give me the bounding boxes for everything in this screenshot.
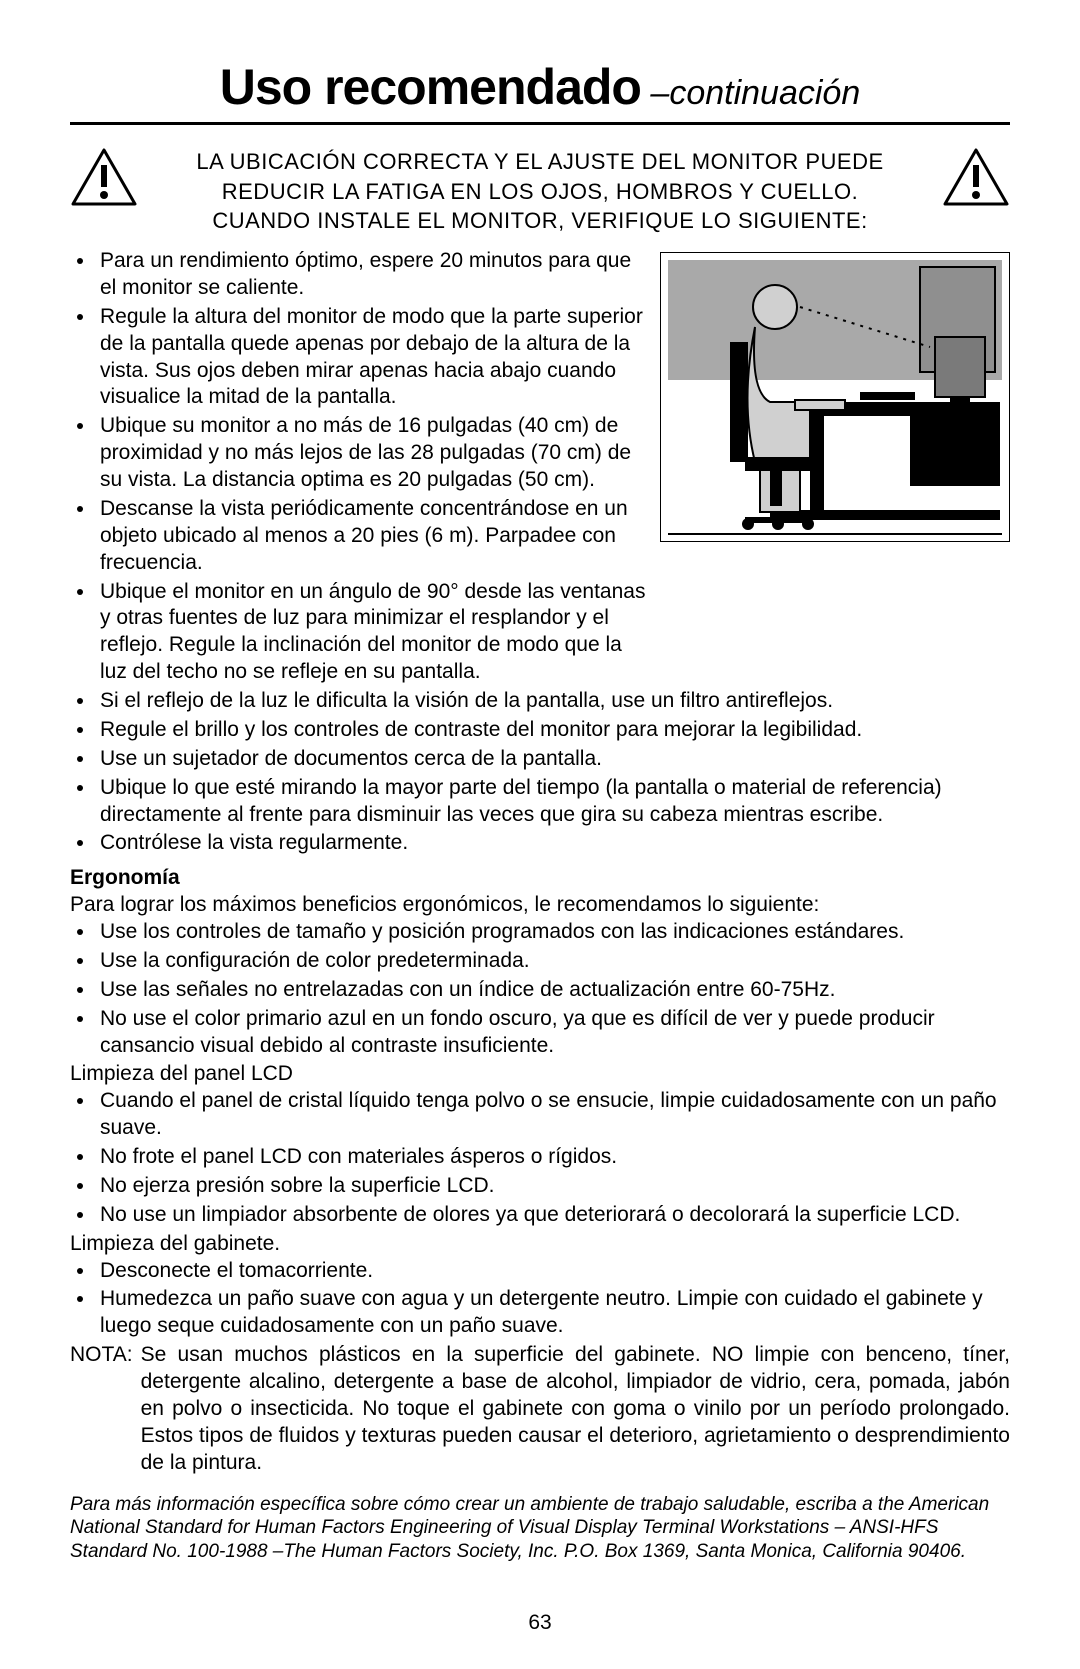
warning-line2: REDUCIR LA FATIGA EN LOS OJOS, HOMBROS Y…	[222, 179, 859, 204]
ergonomics-figure	[660, 252, 1010, 550]
list-item: Ubique lo que esté mirando la mayor part…	[96, 775, 1010, 829]
list-item: No use un limpiador absorbente de olores…	[96, 1202, 1010, 1229]
list-item: Cuando el panel de cristal líquido tenga…	[96, 1088, 1010, 1142]
ergonomia-heading: Ergonomía	[70, 865, 1010, 892]
warning-line3: CUANDO INSTALE EL MONITOR, VERIFIQUE LO …	[212, 208, 867, 233]
lcd-clean-heading: Limpieza del panel LCD	[70, 1061, 1010, 1088]
page-number: 63	[0, 1611, 1080, 1635]
warning-triangle-icon	[70, 147, 138, 212]
list-item: Si el reflejo de la luz le dificulta la …	[96, 688, 1010, 715]
title-main: Uso recomendado	[220, 59, 641, 115]
list-item: Use la configuración de color predetermi…	[96, 948, 1010, 975]
ergonomia-bullets: Use los controles de tamaño y posición p…	[96, 919, 1010, 1059]
list-item: No use el color primario azul en un fond…	[96, 1006, 1010, 1060]
list-item: No ejerza presión sobre la superficie LC…	[96, 1173, 1010, 1200]
list-item: Use las señales no entrelazadas con un í…	[96, 977, 1010, 1004]
ergonomia-intro: Para lograr los máximos beneficios ergon…	[70, 892, 1010, 919]
list-item: No frote el panel LCD con materiales ásp…	[96, 1144, 1010, 1171]
lcd-clean-bullets: Cuando el panel de cristal líquido tenga…	[96, 1088, 1010, 1228]
note-body: Se usan muchos plásticos en la superfici…	[141, 1342, 1010, 1476]
warning-text: LA UBICACIÓN CORRECTA Y EL AJUSTE DEL MO…	[156, 147, 924, 236]
footnote: Para más información específica sobre có…	[70, 1493, 1010, 1564]
list-item: Use un sujetador de documentos cerca de …	[96, 746, 1010, 773]
list-item: Regule el brillo y los controles de cont…	[96, 717, 1010, 744]
list-item: Ubique el monitor en un ángulo de 90° de…	[96, 579, 1010, 687]
list-item: Desconecte el tomacorriente.	[96, 1258, 1010, 1285]
warning-row: LA UBICACIÓN CORRECTA Y EL AJUSTE DEL MO…	[70, 147, 1010, 236]
cabinet-clean-bullets: Desconecte el tomacorriente. Humedezca u…	[96, 1258, 1010, 1341]
note-block: NOTA: Se usan muchos plásticos en la sup…	[70, 1342, 1010, 1476]
warning-triangle-icon	[942, 147, 1010, 212]
list-item: Use los controles de tamaño y posición p…	[96, 919, 1010, 946]
title-continuation: –continuación	[641, 74, 860, 112]
cabinet-clean-heading: Limpieza del gabinete.	[70, 1231, 1010, 1258]
list-item: Contrólese la vista regularmente.	[96, 830, 1010, 857]
warning-line1: LA UBICACIÓN CORRECTA Y EL AJUSTE DEL MO…	[196, 149, 883, 174]
page-title-block: Uso recomendado –continuación	[70, 58, 1010, 125]
note-label: NOTA:	[70, 1342, 133, 1476]
body-content: Para un rendimiento óptimo, espere 20 mi…	[70, 248, 1010, 1564]
list-item: Humedezca un paño suave con agua y un de…	[96, 1286, 1010, 1340]
